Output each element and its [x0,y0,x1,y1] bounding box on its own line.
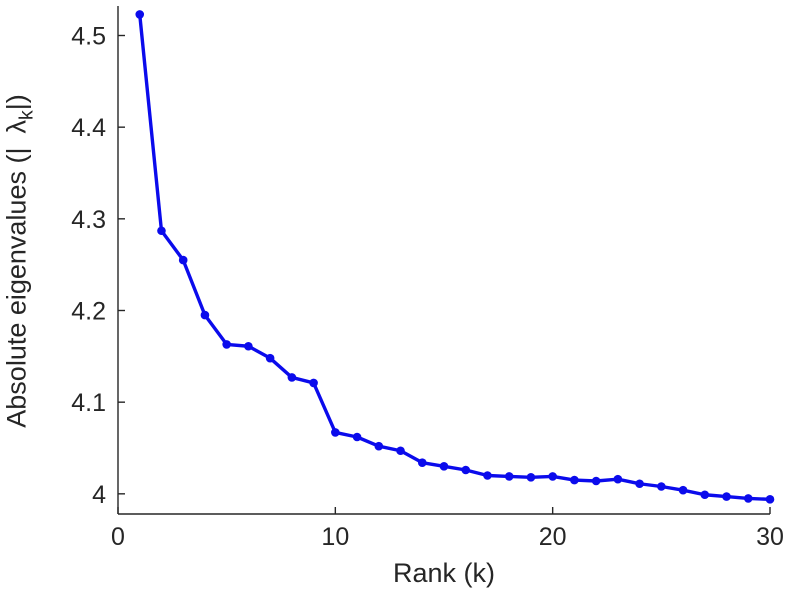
data-point [526,473,536,482]
x-tick-label: 20 [539,523,567,551]
y-axis-label-suffix: |) [1,94,32,111]
data-point [722,492,731,501]
data-point [352,432,362,442]
y-tick-label: 4.1 [71,389,106,417]
lambda-symbol: λ [1,120,32,134]
data-point [504,472,514,481]
data-point [178,255,188,265]
data-point [222,340,231,349]
data-point [548,472,557,481]
data-point [657,482,666,491]
data-point [135,10,145,19]
x-tick-label: 0 [111,523,125,551]
data-point [483,471,492,480]
data-point [439,462,449,471]
y-axis-label-prefix: Absolute eigenvalues (| [1,147,32,428]
data-point [244,341,253,351]
y-tick-label: 4.2 [71,298,106,326]
y-tick-label: 4 [92,481,106,509]
data-point [613,474,623,484]
data-point [309,378,318,388]
y-tick-label: 4.5 [71,23,106,51]
lambda-subscript: k [15,110,38,121]
x-tick-label: 10 [321,523,349,551]
data-point [570,475,579,485]
data-point [200,310,210,320]
data-point [765,495,775,504]
y-tick-label: 4.3 [71,206,106,234]
data-point [743,494,753,503]
data-point [591,476,601,486]
y-axis-label: Absolute eigenvalues (| λk|) [2,94,39,427]
data-point [374,441,384,451]
x-axis-label: Rank (k) [392,558,495,588]
data-point [265,353,275,363]
data-point [635,479,644,489]
data-point [678,485,688,495]
data-point [157,226,166,236]
data-point [461,465,471,475]
data-point [417,458,427,467]
y-tick-label: 4.4 [71,114,106,142]
data-line [138,12,772,502]
data-point [287,373,297,382]
x-tick-label: 30 [756,523,784,551]
data-point [331,428,340,437]
data-point [396,446,405,456]
data-point [700,490,710,500]
